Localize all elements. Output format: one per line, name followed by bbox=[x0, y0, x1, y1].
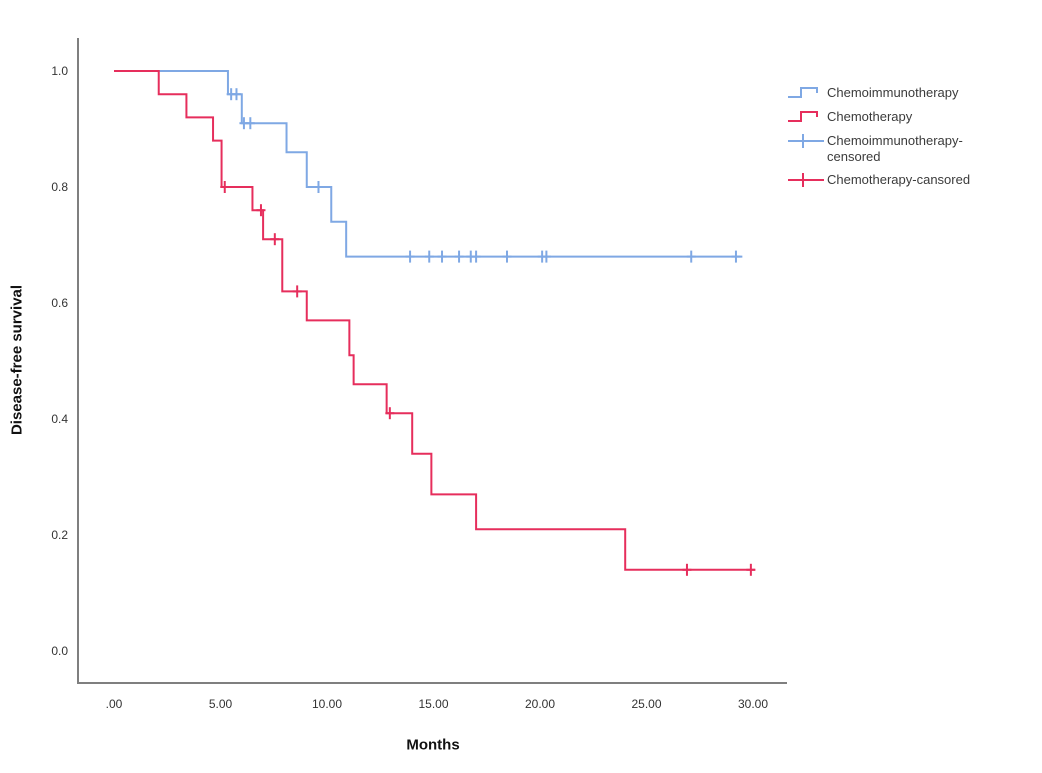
x-tick-label: 10.00 bbox=[311, 697, 343, 711]
legend-item-label: Chemoimmunotherapy bbox=[827, 85, 959, 100]
x-tick-label: 20.00 bbox=[524, 697, 556, 711]
y-axis-title: Disease-free survival bbox=[8, 284, 26, 436]
y-tick-label: 0.8 bbox=[51, 180, 68, 194]
x-axis-title: Months bbox=[406, 736, 460, 754]
y-tick-label: 0.0 bbox=[51, 644, 68, 658]
y-tick-label: 0.2 bbox=[51, 528, 68, 542]
x-tick-label: 5.00 bbox=[208, 697, 233, 711]
legend-censored-plus-icon bbox=[788, 134, 824, 148]
x-tick-label: 30.00 bbox=[737, 697, 769, 711]
x-tick-label: .00 bbox=[105, 697, 123, 711]
x-tick-label: 15.00 bbox=[418, 697, 449, 711]
legend-step-line-icon bbox=[788, 111, 818, 122]
legend-step-line-icon bbox=[788, 87, 818, 98]
legend-item: Chemoimmunotherapy bbox=[787, 84, 1039, 102]
x-tick-label: 25.00 bbox=[631, 697, 662, 711]
legend-item: Chemotherapy-cansored bbox=[787, 171, 1039, 189]
legend-item-label: Chemotherapy-cansored bbox=[827, 172, 971, 187]
survival-curve-chemotherapy bbox=[114, 70, 756, 571]
y-tick-label: 0.6 bbox=[51, 296, 68, 310]
legend-item: Chemoimmunotherapy-censored bbox=[787, 132, 1039, 165]
y-tick-label: 1.0 bbox=[51, 64, 68, 78]
legend-item-label: Chemoimmunotherapy-censored bbox=[827, 133, 963, 164]
legend: Chemoimmunotherapy Chemotherapy Chemoimmun… bbox=[787, 84, 1039, 195]
legend-item: Chemotherapy bbox=[787, 108, 1039, 126]
y-tick-label: 0.4 bbox=[51, 412, 68, 426]
survival-curve-chemoimmunotherapy bbox=[114, 70, 743, 258]
legend-censored-plus-icon bbox=[788, 173, 824, 187]
legend-item-label: Chemotherapy bbox=[827, 109, 913, 124]
